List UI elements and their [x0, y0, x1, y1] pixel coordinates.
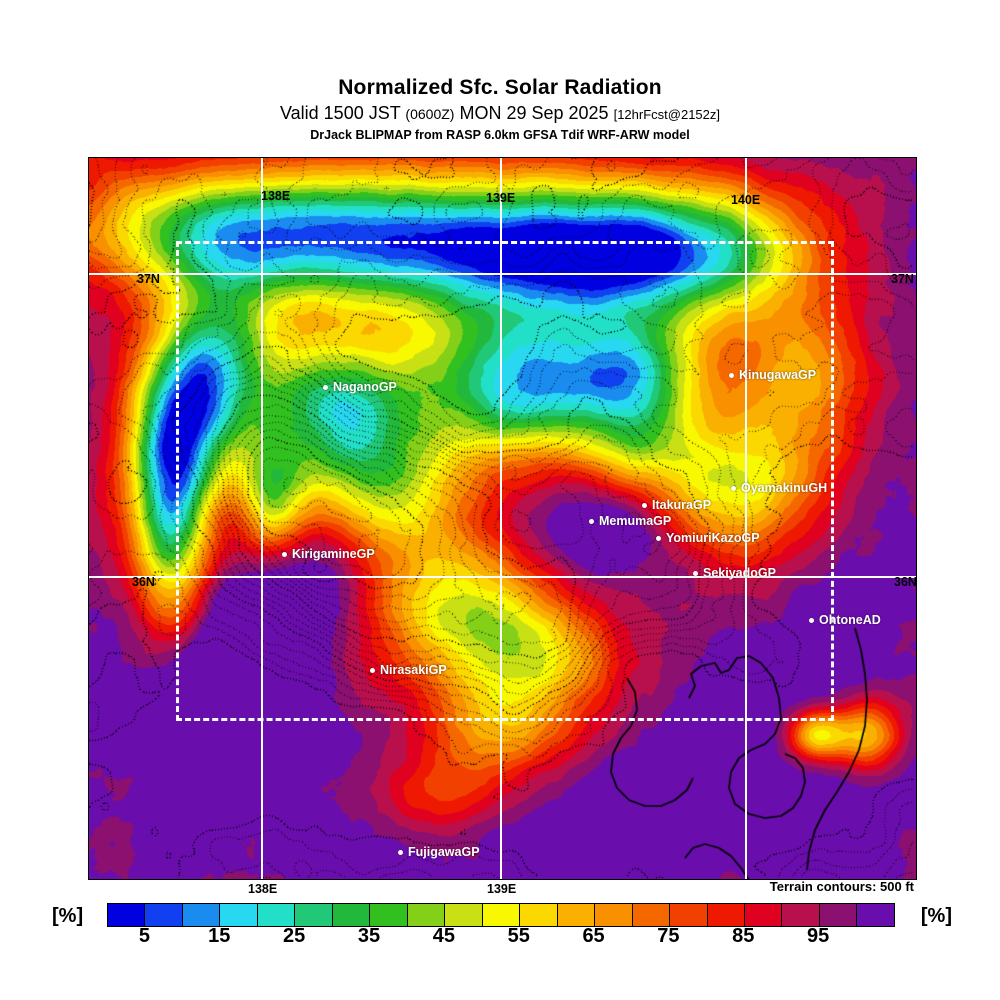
colorbar-tick-95: 95: [807, 925, 830, 947]
colorbar-swatch-17: [744, 904, 783, 926]
colorbar-tick-15: 15: [208, 925, 231, 947]
colorbar-swatch-0: [108, 904, 146, 926]
valid-utc: (0600Z): [405, 106, 455, 122]
colorbar-swatch-5: [295, 904, 333, 926]
colorbar-swatch-6: [332, 904, 371, 926]
station-label: OhtoneAD: [819, 613, 881, 627]
grid-label-138e-0: 138E: [261, 189, 291, 203]
colorbar-tick-55: 55: [507, 925, 530, 947]
station-dot-icon: [693, 570, 698, 576]
solar-radiation-heatmap: [89, 158, 916, 879]
colorbar-swatch-18: [782, 904, 820, 926]
valid-date: MON 29 Sep 2025: [459, 103, 609, 123]
station-marker-fujigawagp[interactable]: FujigawaGP: [398, 846, 480, 859]
colorbar-swatch-16: [707, 904, 745, 926]
station-marker-yomiurikazogp[interactable]: YomiuriKazoGP: [656, 532, 760, 545]
valid-time-line: Valid 1500 JST (0600Z) MON 29 Sep 2025 […: [0, 103, 1000, 124]
station-label: NaganoGP: [333, 380, 397, 394]
colorbar-swatch-4: [257, 904, 296, 926]
model-source-line: DrJack BLIPMAP from RASP 6.0km GFSA Tdif…: [310, 128, 690, 142]
colorbar-tick-45: 45: [432, 925, 455, 947]
colorbar-tick-25: 25: [283, 925, 306, 947]
station-label: OyamakinuGH: [741, 481, 828, 495]
station-dot-icon: [282, 551, 287, 557]
station-dot-icon: [809, 617, 814, 623]
colorbar-tick-75: 75: [657, 925, 680, 947]
grid-label-36n-6: 36N: [894, 575, 917, 589]
station-marker-nirasakigp[interactable]: NirasakiGP: [370, 664, 447, 677]
station-marker-itakuragp[interactable]: ItakuraGP: [642, 499, 711, 512]
station-marker-kirigaminegp[interactable]: KirigamineGP: [282, 548, 375, 561]
station-dot-icon: [370, 667, 375, 673]
colorbar-swatch-8: [407, 904, 446, 926]
colorbar-swatch-10: [482, 904, 521, 926]
colorbar-tick-65: 65: [582, 925, 605, 947]
grid-label-37n-4: 37N: [891, 272, 914, 286]
station-label: MemumaGP: [599, 514, 672, 528]
station-label: ItakuraGP: [652, 498, 712, 512]
title-block: Normalized Sfc. Solar Radiation Valid 15…: [0, 76, 1000, 142]
colorbar-swatch-14: [632, 904, 671, 926]
page-title: Normalized Sfc. Solar Radiation: [338, 76, 662, 99]
colorbar-swatch-11: [520, 904, 558, 926]
grid-label-36n-5: 36N: [132, 575, 155, 589]
station-marker-oyamakinugh[interactable]: OyamakinuGH: [731, 482, 827, 495]
station-dot-icon: [323, 384, 328, 390]
station-dot-icon: [656, 535, 661, 541]
terrain-contour-note: Terrain contours: 500 ft: [769, 879, 914, 894]
forecast-domain-box: [176, 241, 834, 721]
station-label: KirigamineGP: [292, 547, 375, 561]
colorbar-swatch-1: [145, 904, 183, 926]
station-dot-icon: [589, 518, 594, 524]
station-marker-memumagp[interactable]: MemumaGP: [589, 515, 671, 528]
station-marker-sekiyadogp[interactable]: SekiyadoGP: [693, 567, 776, 580]
colorbar-swatch-19: [819, 904, 858, 926]
station-label: FujigawaGP: [408, 845, 480, 859]
station-marker-naganogp[interactable]: NaganoGP: [323, 381, 397, 394]
valid-prefix: Valid 1500 JST: [279, 103, 401, 123]
station-marker-ohtonead[interactable]: OhtoneAD: [809, 614, 881, 627]
colorbar[interactable]: [107, 903, 895, 927]
station-label: YomiuriKazoGP: [666, 531, 760, 545]
colorbar-swatch-15: [670, 904, 708, 926]
forecast-tag: [12hrFcst@2152z]: [613, 107, 720, 122]
grid-label-140e-2: 140E: [731, 193, 761, 207]
map-panel[interactable]: 138E 139E 140E 37N 37N 36N 36N KinugawaGP Oyama…: [88, 157, 917, 880]
colorbar-swatch-7: [370, 904, 408, 926]
axis-label-138e: 138E: [248, 882, 278, 896]
colorbar-tick-85: 85: [732, 925, 755, 947]
colorbar-swatch-13: [595, 904, 633, 926]
colorbar-unit-right: [%]: [920, 905, 952, 927]
station-dot-icon: [642, 502, 647, 508]
colorbar-swatch-3: [220, 904, 258, 926]
station-marker-kinugawagp[interactable]: KinugawaGP: [729, 369, 816, 382]
station-label: KinugawaGP: [739, 368, 817, 382]
station-dot-icon: [731, 485, 736, 491]
station-label: NirasakiGP: [380, 663, 447, 677]
colorbar-swatch-20: [857, 904, 894, 926]
colorbar-tick-5: 5: [138, 925, 150, 947]
grid-label-139e-1: 139E: [486, 191, 516, 205]
station-dot-icon: [398, 849, 403, 855]
colorbar-unit-left: [%]: [52, 905, 84, 927]
axis-label-139e: 139E: [487, 882, 517, 896]
grid-label-37n-3: 37N: [137, 272, 160, 286]
station-dot-icon: [729, 372, 734, 378]
station-label: SekiyadoGP: [703, 566, 776, 580]
colorbar-swatch-2: [182, 904, 221, 926]
colorbar-tick-35: 35: [357, 925, 381, 947]
colorbar-swatch-9: [445, 904, 483, 926]
colorbar-swatch-12: [557, 904, 596, 926]
